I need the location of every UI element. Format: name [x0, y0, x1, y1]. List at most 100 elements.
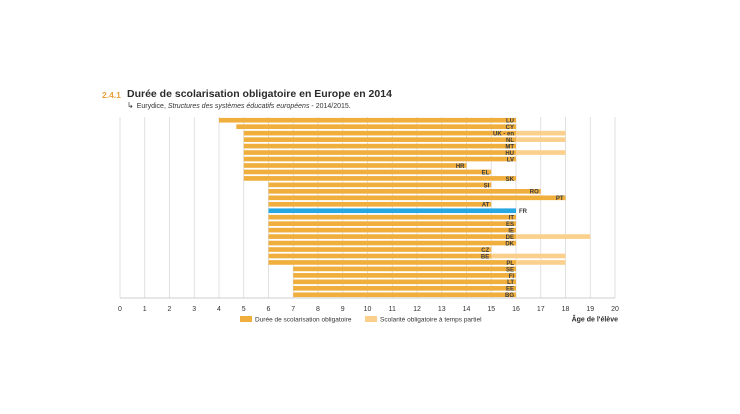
x-tick-label: 13 [438, 306, 446, 313]
bar-HU [243, 150, 516, 155]
x-tick-label: 6 [267, 306, 271, 313]
country-label: LT [507, 280, 514, 286]
source-suffix: - 2014/2015. [309, 103, 351, 110]
country-label: IE [508, 229, 514, 235]
x-tick-label: 8 [316, 306, 320, 313]
bar-partial-DE [516, 234, 591, 239]
country-label: IT [509, 216, 515, 222]
bar-LT [293, 279, 516, 285]
bars [219, 117, 591, 298]
country-label: EL [482, 170, 490, 176]
country-label: RO [530, 190, 539, 196]
chart-title: Durée de scolarisation obligatoire en Eu… [127, 88, 392, 100]
bar-FI [293, 273, 516, 278]
figure-number: 2.4.1 [102, 90, 121, 100]
bar-DE [268, 234, 516, 239]
bar-partial-NL [516, 137, 566, 142]
chart-source: ↳ Eurydice, Structures des systèmes éduca… [127, 101, 351, 110]
x-axis-label: Âge de l'élève [572, 315, 619, 324]
country-label: NL [506, 138, 514, 144]
x-tick-label: 11 [389, 306, 396, 313]
x-tick-label: 0 [118, 306, 122, 313]
country-label: SI [484, 183, 490, 189]
legend-label-partiel: Scolarité obligatoire à temps partiel [380, 317, 482, 324]
bar-partial-HU [516, 150, 566, 155]
bar-UK-en [243, 130, 516, 136]
x-tick-label: 2 [168, 306, 172, 313]
country-label: SK [506, 177, 515, 183]
country-label: CY [506, 125, 514, 131]
country-label: PT [556, 196, 564, 202]
bar-PT [268, 195, 566, 201]
bar-BG [293, 292, 516, 298]
bar-DK [268, 240, 516, 246]
country-label: FR [519, 209, 528, 215]
country-label: AT [482, 203, 490, 209]
bar-EE [293, 285, 516, 291]
country-label: DK [505, 241, 514, 247]
source-arrow-icon: ↳ [127, 101, 134, 110]
bar-SE [293, 266, 516, 272]
legend-label-obligatoire: Durée de scolarisation obligatoire [255, 317, 352, 324]
country-label: BG [505, 293, 514, 299]
country-label: LU [506, 119, 514, 125]
country-label: UK - en [493, 132, 514, 138]
country-label: SE [506, 267, 514, 273]
country-label: ES [506, 222, 514, 228]
legend-swatch-partiel [365, 316, 377, 322]
x-tick-label: 10 [364, 306, 372, 313]
x-tick-label: 7 [291, 306, 295, 313]
country-label: EE [506, 287, 514, 293]
bar-LV [243, 156, 516, 162]
bar-partial-UK-en [516, 130, 566, 136]
bar-IT [268, 214, 516, 220]
x-tick-label: 15 [487, 306, 495, 313]
source-title: Structures des systèmes éducatifs europé… [167, 103, 310, 110]
x-tick-label: 17 [537, 306, 545, 313]
x-tick-label: 4 [217, 306, 221, 313]
bar-EL [243, 169, 492, 175]
legend-swatch-obligatoire [240, 316, 252, 322]
bar-CY [236, 124, 516, 130]
bar-FR [268, 208, 516, 214]
x-tick-label: 5 [242, 306, 246, 313]
country-label: DE [506, 235, 514, 241]
bar-AT [268, 201, 492, 207]
country-label: CZ [481, 248, 489, 254]
legend: Durée de scolarisation obligatoire Scolar… [240, 315, 618, 324]
bar-SK [243, 176, 516, 181]
bar-LU [219, 117, 516, 123]
x-tick-label: 9 [341, 306, 345, 313]
bar-MT [243, 143, 516, 149]
bar-SI [268, 182, 492, 188]
x-tick-label: 16 [512, 306, 520, 313]
x-tick-label: 3 [192, 306, 196, 313]
bar-CZ [268, 247, 492, 252]
country-label: FI [509, 274, 515, 280]
country-label: HU [505, 151, 514, 157]
bar-IE [268, 227, 516, 233]
bar-RO [268, 189, 541, 194]
bar-NL [243, 137, 516, 142]
source-prefix: Eurydice, [136, 103, 168, 110]
x-tick-label: 20 [611, 306, 619, 313]
bar-PL [268, 260, 516, 265]
country-label: MT [505, 144, 514, 150]
country-label: BE [481, 254, 489, 260]
x-tick-label: 18 [562, 306, 570, 313]
bar-partial-PL [516, 260, 566, 265]
bar-BE [268, 253, 492, 259]
x-tick-label: 19 [586, 306, 594, 313]
x-tick-label: 12 [413, 306, 421, 313]
x-tick-label: 1 [143, 306, 147, 313]
bar-HR [243, 163, 467, 168]
bar-partial-BE [491, 253, 566, 259]
x-axis: 0 1 2 3 4 5 6 7 8 9 10 11 12 13 14 15 16 17 18 19 20 [118, 297, 619, 313]
country-label: PL [506, 261, 514, 267]
bar-ES [268, 221, 516, 226]
x-tick-label: 14 [463, 306, 471, 313]
country-label: HR [456, 164, 465, 170]
country-label: LV [507, 157, 514, 163]
